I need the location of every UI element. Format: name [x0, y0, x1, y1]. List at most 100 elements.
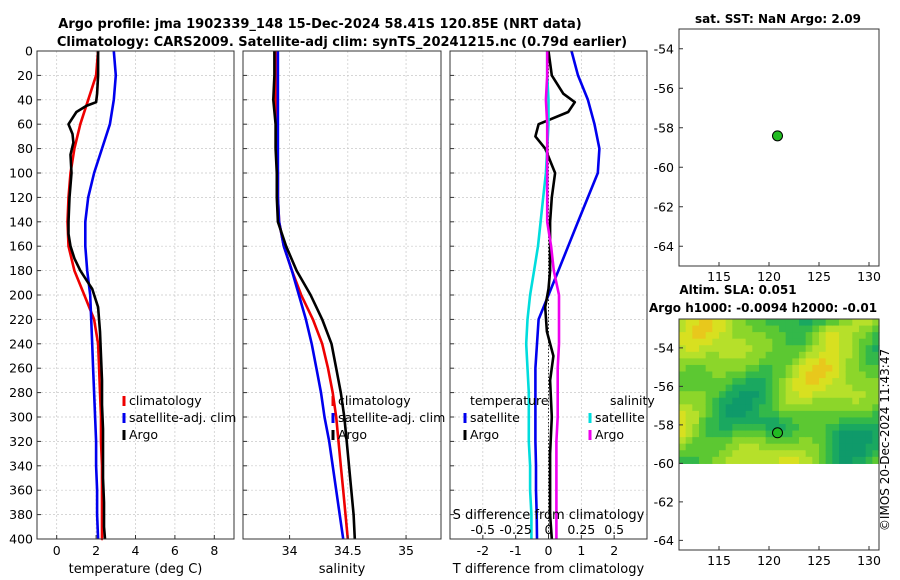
sla-heatmap-cell [792, 404, 800, 412]
sla-heatmap-cell [819, 417, 827, 425]
sla-heatmap-cell [792, 338, 800, 346]
sla-heatmap-cell [692, 430, 700, 438]
sla-heatmap-cell [785, 437, 793, 445]
sla-heatmap-cell [719, 319, 727, 327]
sla-heatmap-cell [752, 456, 760, 464]
x-tick-label: 2 [92, 543, 100, 558]
sla-heatmap-cell [865, 424, 873, 432]
y-tick-label: 180 [9, 263, 33, 278]
sla-heatmap-cell [779, 384, 787, 392]
sla-heatmap-cell [839, 404, 847, 412]
sla-heatmap-cell [765, 456, 773, 464]
sla-heatmap-cell [692, 450, 700, 458]
sla-heatmap-cell [699, 358, 707, 366]
sla-heatmap-cell [725, 319, 733, 327]
sla-heatmap-cell [752, 351, 760, 359]
sla-heatmap-cell [839, 351, 847, 359]
sla-heatmap-cell [839, 410, 847, 419]
sla-heatmap-cell [765, 325, 773, 333]
sla-heatmap-cell [872, 443, 880, 451]
sla-heatmap-cell [832, 371, 840, 379]
sla-heatmap-cell [825, 417, 833, 425]
s-tick-label: 0 [545, 522, 553, 537]
sla-heatmap-cell [739, 397, 747, 405]
sla-heatmap-cell [872, 378, 880, 386]
sla-heatmap-cell [785, 358, 793, 366]
sla-heatmap-cell [852, 424, 860, 432]
sla-heatmap-cell [725, 404, 733, 412]
sla-heatmap-cell [819, 378, 827, 386]
sla-heatmap-cell [832, 325, 840, 333]
sla-heatmap-cell [739, 378, 747, 386]
sla-heatmap-cell [799, 371, 807, 379]
sla-heatmap-cell [872, 371, 880, 379]
sla-heatmap-cell [832, 424, 840, 432]
sla-heatmap-cell [712, 437, 720, 445]
sla-heatmap-cell [759, 319, 767, 327]
sla-heatmap-cell [792, 391, 800, 399]
sla-heatmap-cell [705, 410, 713, 419]
sla-heatmap-cell [859, 358, 867, 366]
sla-heatmap-cell [772, 358, 780, 366]
sla-heatmap-cell [805, 410, 813, 419]
figure-title-line2: Climatology: CARS2009. Satellite-adj cli… [57, 35, 627, 50]
sla-heatmap-cell [732, 364, 740, 373]
sla-heatmap-cell [792, 332, 800, 340]
sla-heatmap-cell [859, 351, 867, 359]
sla-heatmap-cell [692, 332, 700, 340]
sla-heatmap-cell [832, 443, 840, 451]
sla-heatmap-cell [739, 430, 747, 438]
sla-heatmap-cell [865, 450, 873, 458]
s-tick-label: -0.25 [499, 522, 531, 537]
sla-heatmap-cell [825, 319, 833, 327]
sla-heatmap-cell [785, 319, 793, 327]
sla-heatmap-cell [692, 358, 700, 366]
sla-heatmap-cell [852, 456, 860, 464]
sla-heatmap-cell [685, 319, 693, 327]
sla-heatmap-cell [859, 404, 867, 412]
sla-heatmap-cell [772, 391, 780, 399]
sla-heatmap-cell [865, 437, 873, 445]
sla-heatmap-cell [745, 437, 753, 445]
sla-heatmap-cell [685, 430, 693, 438]
sla-heatmap-cell [699, 424, 707, 432]
sla-heatmap-cell [799, 456, 807, 464]
sla-heatmap-cell [812, 332, 820, 340]
sla-heatmap-cell [739, 404, 747, 412]
sla-heatmap-cell [812, 397, 820, 405]
sla-heatmap-cell [712, 371, 720, 379]
sla-heatmap-cell [839, 437, 847, 445]
sla-heatmap-cell [685, 410, 693, 419]
sla-heatmap-cell [692, 391, 700, 399]
sla-heatmap-cell [739, 325, 747, 333]
sla-heatmap-cell [865, 325, 873, 333]
sla-heatmap-cell [819, 332, 827, 340]
sla-heatmap-cell [712, 417, 720, 425]
sla-heatmap-cell [679, 345, 687, 353]
sla-heatmap-cell [739, 424, 747, 432]
sla-heatmap-cell [719, 430, 727, 438]
sla-heatmap-cell [799, 417, 807, 425]
sla-heatmap-cell [712, 410, 720, 419]
sla-heatmap-cell [739, 391, 747, 399]
sla-heatmap-cell [819, 345, 827, 353]
sla-heatmap-cell [839, 325, 847, 333]
sla-heatmap-cell [725, 443, 733, 451]
sla-heatmap-cell [812, 404, 820, 412]
sla-heatmap-cell [832, 417, 840, 425]
sla-heatmap-cell [865, 351, 873, 359]
sla-heatmap-cell [785, 332, 793, 340]
sla-heatmap-cell [705, 404, 713, 412]
sla-heatmap-cell [719, 397, 727, 405]
sla-heatmap-cell [792, 450, 800, 458]
sla-heatmap-cell [805, 430, 813, 438]
sla-heatmap-cell [792, 456, 800, 464]
sla-heatmap-cell [679, 371, 687, 379]
sla-heatmap-cell [712, 345, 720, 353]
sla-heatmap-cell [699, 404, 707, 412]
sla-heatmap-cell [705, 345, 713, 353]
sla-heatmap-cell [725, 332, 733, 340]
sla-heatmap-cell [839, 371, 847, 379]
sla-heatmap-cell [852, 404, 860, 412]
sla-heatmap-cell [792, 351, 800, 359]
